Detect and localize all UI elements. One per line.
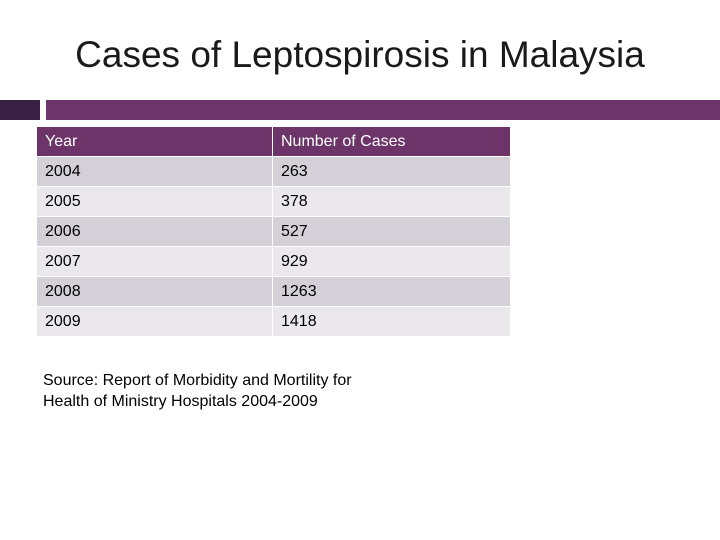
table-header-row: Year Number of Cases (36, 126, 511, 157)
cell-cases: 263 (272, 156, 511, 187)
header-year: Year (36, 126, 273, 157)
header-number-of-cases: Number of Cases (272, 126, 511, 157)
cell-year: 2004 (36, 156, 273, 187)
table-row: 2004 263 (36, 156, 511, 187)
slide-title: Cases of Leptospirosis in Malaysia (75, 34, 645, 75)
cell-cases: 929 (272, 246, 511, 277)
table-row: 2008 1263 (36, 276, 511, 307)
table-row: 2006 527 (36, 216, 511, 247)
table-row: 2009 1418 (36, 306, 511, 337)
cell-year: 2006 (36, 216, 273, 247)
source-line-2: Health of Ministry Hospitals 2004-2009 (43, 393, 318, 410)
table-row: 2007 929 (36, 246, 511, 277)
source-line-1: Source: Report of Morbidity and Mortilit… (43, 372, 352, 389)
cell-cases: 378 (272, 186, 511, 217)
cell-year: 2008 (36, 276, 273, 307)
table-row: 2005 378 (36, 186, 511, 217)
cell-cases: 1418 (272, 306, 511, 337)
cell-year: 2005 (36, 186, 273, 217)
cell-year: 2007 (36, 246, 273, 277)
accent-bar-right (46, 100, 720, 120)
cell-year: 2009 (36, 306, 273, 337)
accent-bar-left (0, 100, 40, 120)
cell-cases: 527 (272, 216, 511, 247)
source-note: Source: Report of Morbidity and Mortilit… (43, 370, 463, 412)
cell-cases: 1263 (272, 276, 511, 307)
cases-table: Year Number of Cases 2004 263 2005 378 2… (36, 126, 511, 337)
